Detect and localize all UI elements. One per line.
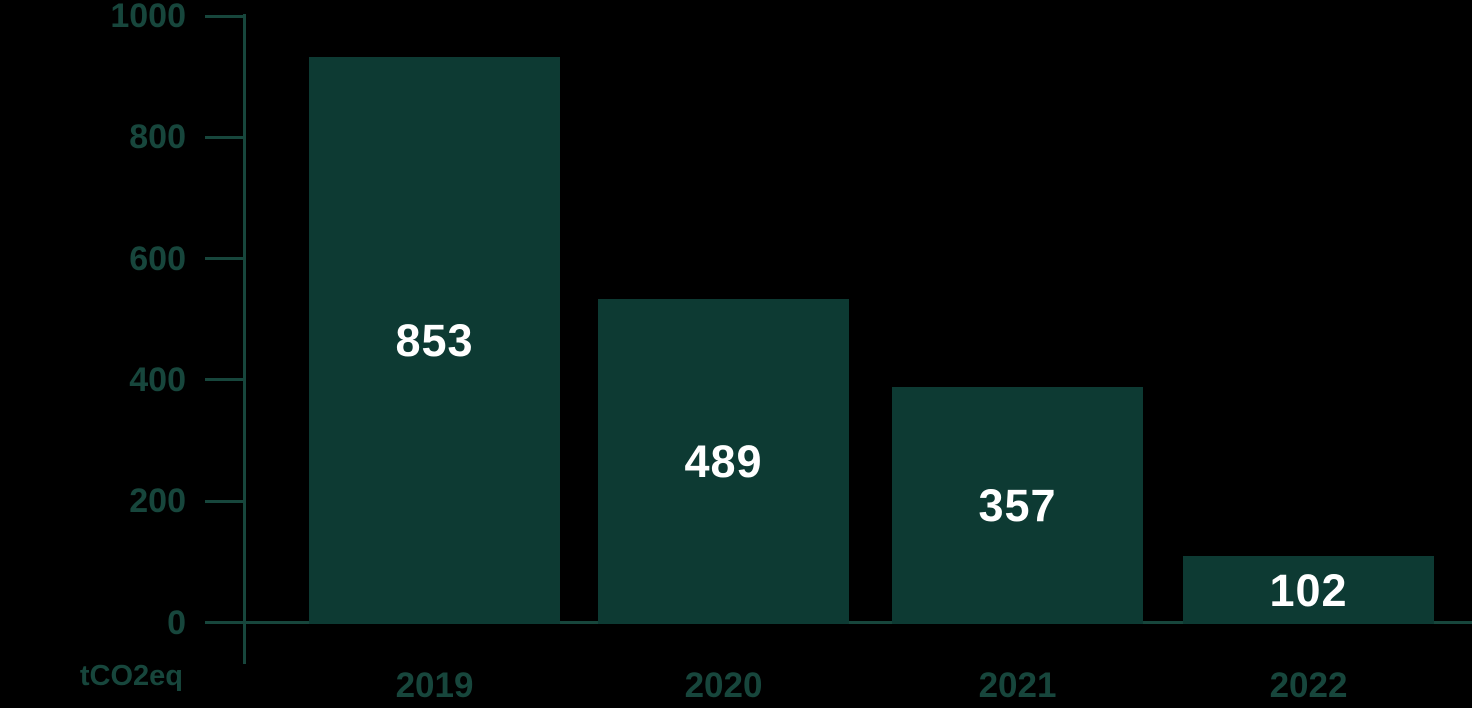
bar-value-label: 489 [684,436,763,487]
bar-2019: 853 [309,57,560,624]
bar-value-label: 853 [395,315,474,366]
y-tick-mark [205,14,243,18]
y-tick-mark [205,135,243,139]
y-tick-mark [205,257,243,261]
y-tick-label: 0 [167,603,186,642]
x-tick-label: 2021 [978,666,1057,705]
y-tick-mark [205,621,243,624]
y-tick-label: 800 [129,118,186,157]
y-axis-unit-label: tCO2eq [79,660,183,692]
y-tick-label: 400 [129,360,186,399]
y-tick-label: 200 [129,482,186,521]
y-tick-mark [205,499,243,503]
y-tick-label: 600 [129,239,186,278]
x-tick-label: 2019 [395,666,474,705]
bar-2022: 102 [1183,556,1434,624]
y-tick-label: 1000 [110,0,186,35]
x-tick-label: 2020 [684,666,763,705]
y-tick-mark [205,378,243,382]
bar-value-label: 357 [978,480,1057,531]
bar-2021: 357 [892,387,1143,624]
bar-value-label: 102 [1269,564,1348,616]
x-tick-label: 2022 [1269,666,1348,705]
bar-2020: 489 [598,299,849,624]
y-axis-line [243,14,246,664]
